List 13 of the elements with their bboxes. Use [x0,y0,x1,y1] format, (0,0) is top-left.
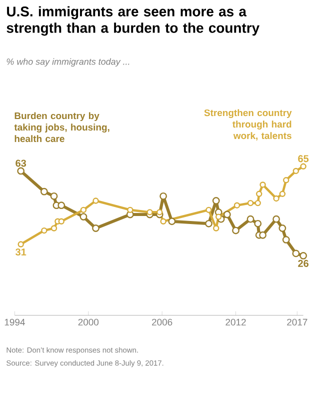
data-label: 65 [298,155,309,162]
chart-subtitle: % who say immigrants today ... [6,58,130,67]
x-tick-label: 2006 [152,318,172,326]
x-tick-label: 2012 [226,318,246,326]
text: Strengthen country through hard work, talents [204,109,292,140]
x-tick-label: 1994 [4,318,25,326]
chart-title: U.S. immigrants are seen more as a strength than a burden to the country [6,6,260,36]
text: Burden country by taking jobs, housing, health care [14,112,110,142]
data-label: 31 [16,248,26,256]
data-label: 63 [16,160,26,167]
x-tick-label: 2017 [287,318,308,326]
data-label: 26 [298,260,308,267]
x-tick-label: 2000 [78,318,99,326]
